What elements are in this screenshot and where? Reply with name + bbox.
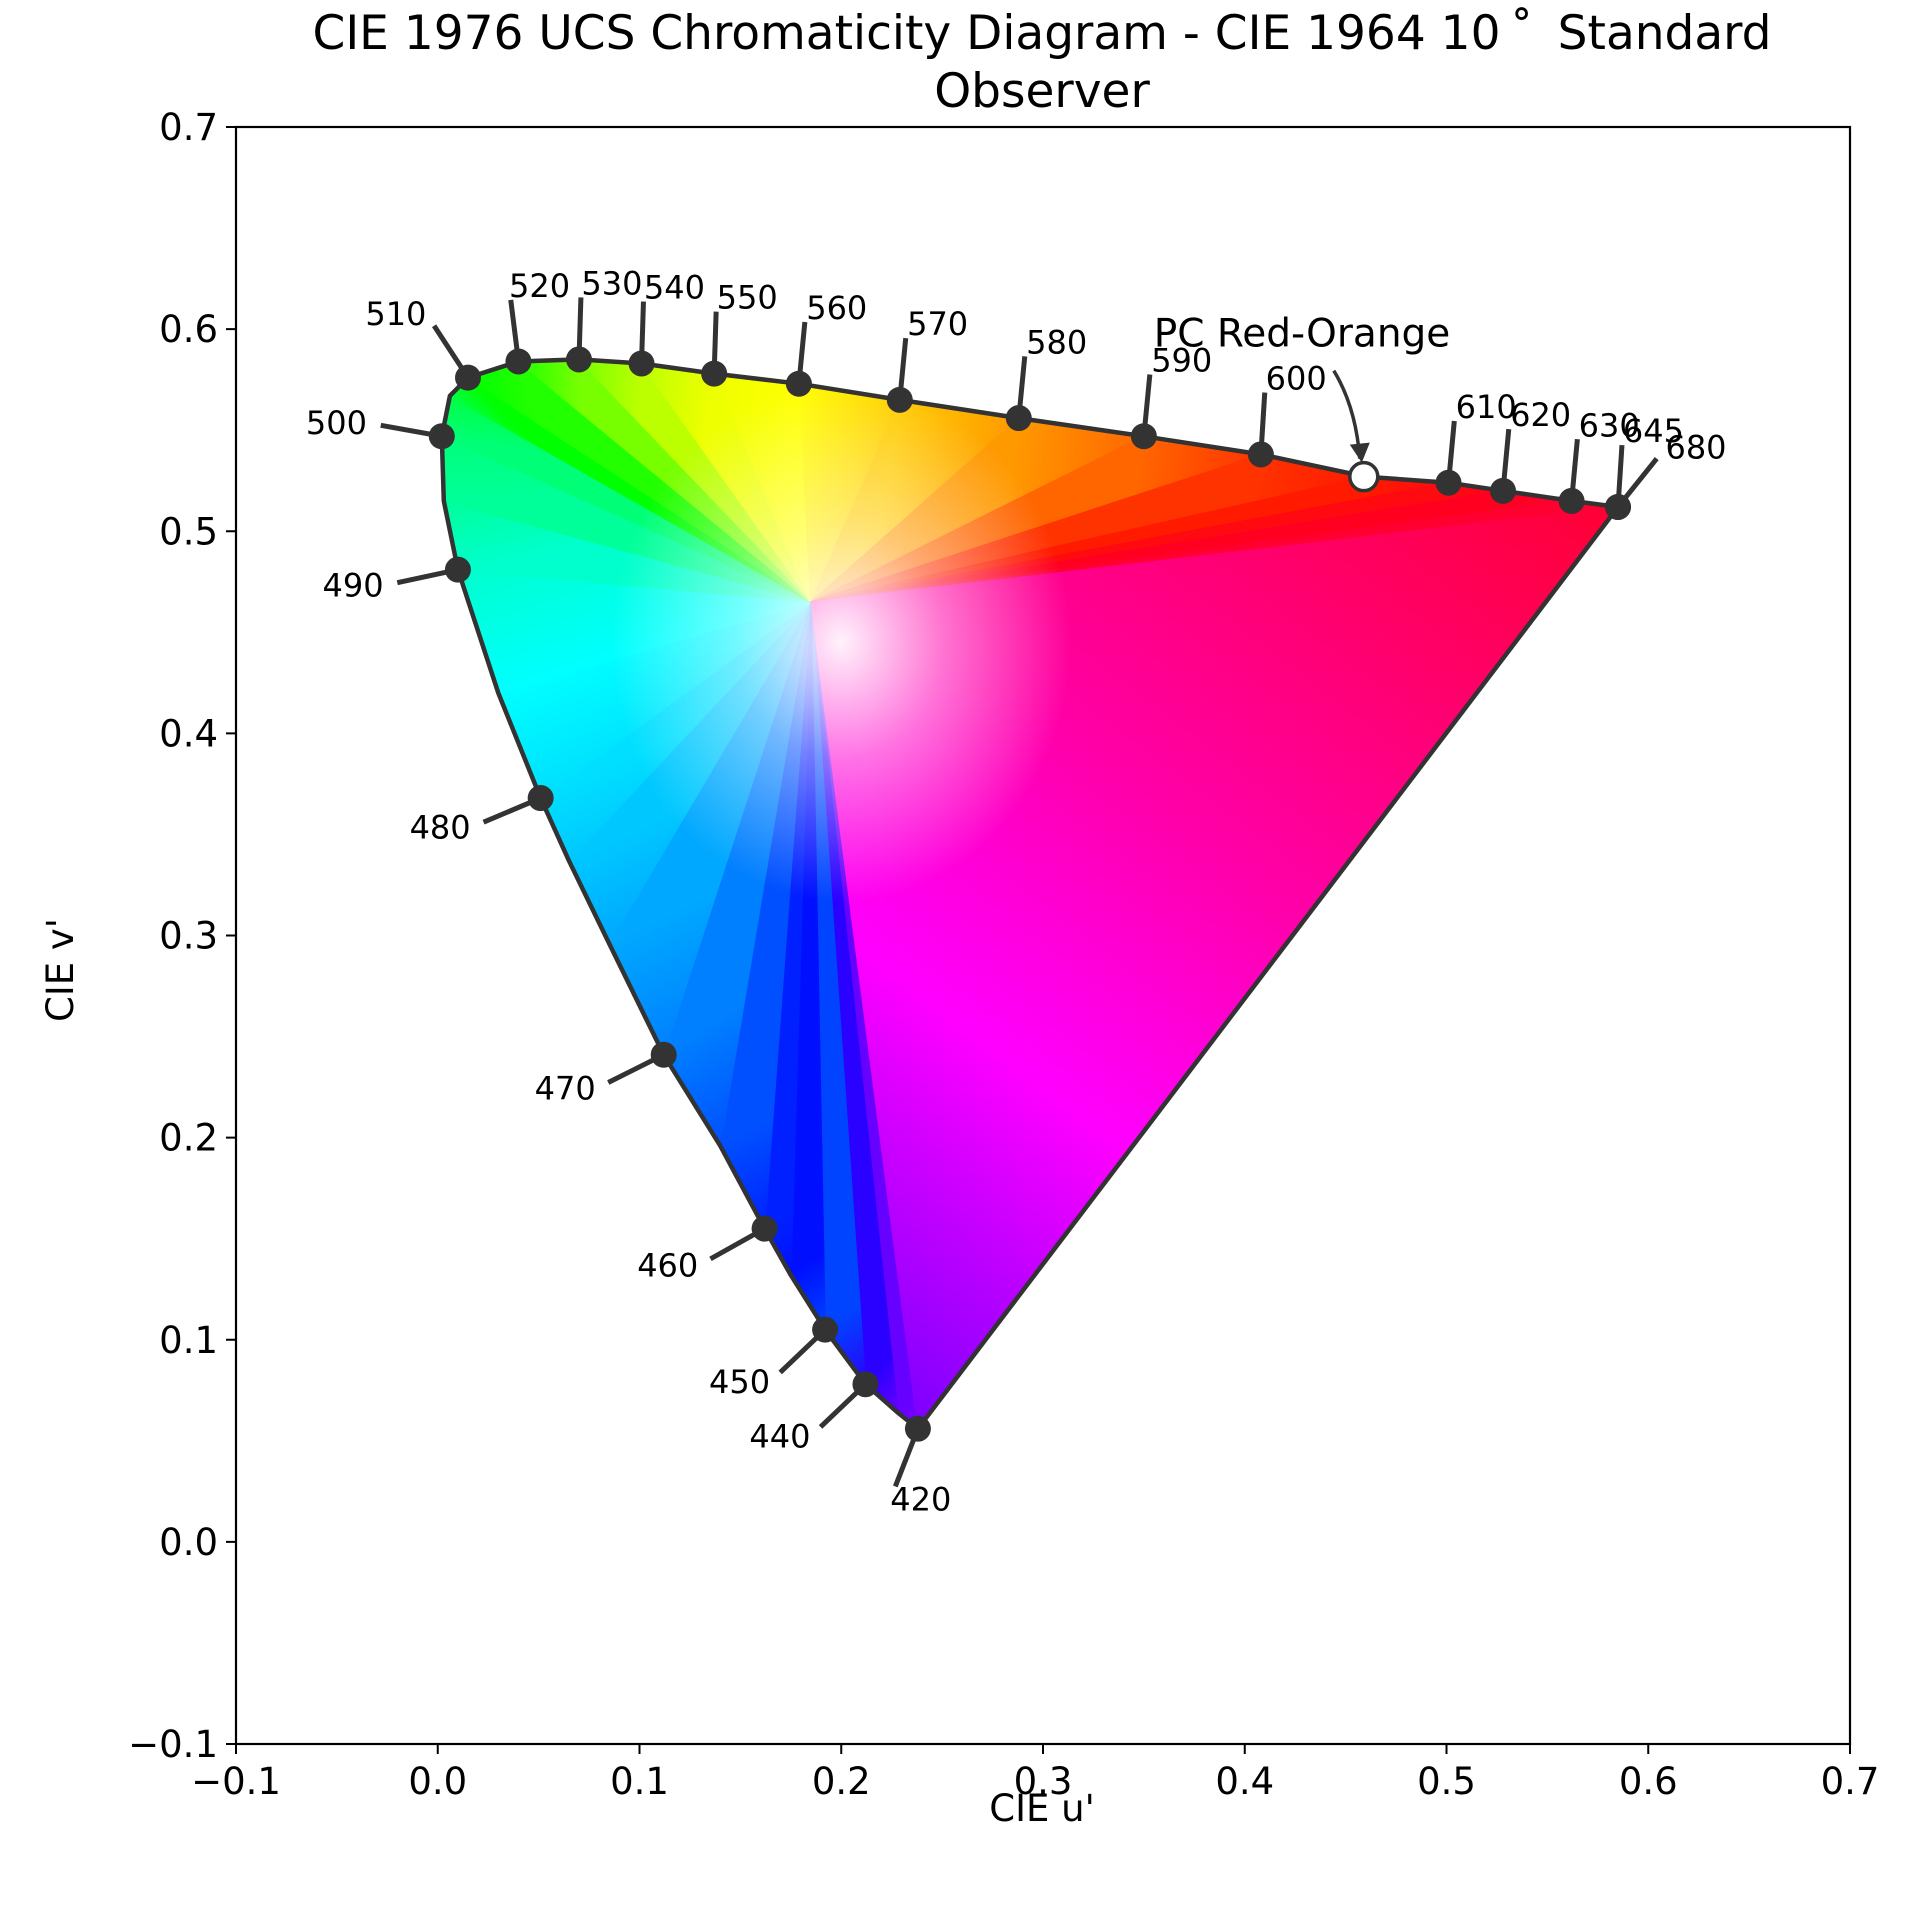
x-tick-label: 0.1 (610, 1760, 669, 1803)
y-tick-label: 0.4 (159, 712, 218, 755)
wavelength-dot-490 (444, 556, 471, 583)
y-axis-label: CIE v' (39, 918, 82, 1022)
x-tick-label: 0.0 (408, 1760, 467, 1803)
wavelength-dot-530 (565, 346, 592, 373)
wavelength-label-450: 450 (709, 1363, 770, 1401)
wavelength-label-645: 645 (1623, 412, 1684, 450)
wavelength-dot-500 (428, 423, 455, 450)
wavelength-label-490: 490 (323, 567, 384, 605)
wavelength-label-550: 550 (717, 279, 778, 317)
y-tick-label: 0.6 (159, 308, 218, 351)
wavelength-label-610: 610 (1456, 388, 1517, 426)
wavelength-dot-550 (701, 360, 728, 387)
x-tick-label: 0.2 (812, 1760, 871, 1803)
x-axis: −0.1 0.0 0.1 0.2 0.3 0.4 0.5 0.6 0.7 (191, 1744, 1879, 1803)
wavelength-dot-510 (455, 364, 482, 391)
wavelength-dot-680 (1604, 493, 1631, 520)
highlight-label: PC Red-Orange (1154, 312, 1451, 357)
wavelength-label-530: 530 (581, 264, 642, 302)
x-axis-label: CIE u' (989, 1787, 1095, 1830)
gamut-fill (441, 359, 1618, 1429)
x-tick-label: 0.5 (1417, 1760, 1476, 1803)
x-tick-label: −0.1 (191, 1760, 281, 1803)
wavelength-dot-600 (1247, 441, 1274, 468)
y-tick-label: 0.3 (159, 915, 218, 958)
wavelength-dot-580 (1005, 405, 1032, 432)
wavelength-dot-470 (650, 1041, 677, 1068)
wavelength-label-440: 440 (749, 1418, 810, 1456)
x-tick-label: 0.7 (1821, 1760, 1880, 1803)
wavelength-dot-610 (1435, 469, 1462, 496)
wavelength-label-620: 620 (1510, 396, 1571, 434)
wavelength-dot-440 (852, 1371, 879, 1398)
wavelength-dot-450 (812, 1316, 839, 1343)
wavelength-label-600: 600 (1266, 360, 1327, 398)
x-tick-label: 0.4 (1215, 1760, 1274, 1803)
highlight-annotation: PC Red-Orange (1154, 312, 1451, 493)
wavelength-dot-520 (505, 348, 532, 375)
wavelength-markers: 420 440 450 460 470 480 490 500 510 520 530 540 550 5… (306, 264, 1727, 1518)
y-tick-label: 0.2 (159, 1117, 218, 1160)
y-tick-label: 0.5 (159, 510, 218, 553)
wavelength-label-470: 470 (535, 1070, 596, 1108)
x-tick-label: 0.3 (1014, 1760, 1073, 1803)
wavelength-dot-590 (1130, 423, 1157, 450)
y-tick-label: −0.1 (128, 1723, 218, 1766)
wavelength-dot-420 (904, 1415, 931, 1442)
wavelength-label-520: 520 (509, 267, 570, 305)
wavelength-label-570: 570 (907, 305, 968, 343)
y-tick-label: 0.7 (159, 106, 218, 149)
wavelength-label-540: 540 (644, 269, 705, 307)
wavelength-label-510: 510 (365, 295, 426, 333)
wavelength-label-460: 460 (637, 1247, 698, 1285)
y-tick-label: 0.1 (159, 1319, 218, 1362)
y-tick-label: 0.0 (159, 1521, 218, 1564)
wavelength-label-590: 590 (1151, 342, 1212, 380)
wavelength-dot-620 (1489, 477, 1516, 504)
chart-title-line2: Observer (934, 64, 1150, 119)
highlight-point (1348, 460, 1380, 493)
wavelength-label-560: 560 (806, 289, 867, 327)
wavelength-label-480: 480 (410, 809, 471, 847)
x-tick-label: 0.6 (1619, 1760, 1678, 1803)
wavelength-label-630: 630 (1579, 406, 1640, 444)
chart-title-line1: CIE 1976 UCS Chromaticity Diagram - CIE … (313, 6, 1772, 61)
wavelength-dot-460 (751, 1215, 778, 1242)
arrow-head (1349, 442, 1370, 463)
wavelength-dot-570 (886, 386, 913, 413)
wavelength-dot-560 (785, 370, 812, 397)
wavelength-dot-630 (1558, 487, 1585, 514)
y-axis: −0.1 0.0 0.1 0.2 0.3 0.4 0.5 0.6 0.7 (128, 106, 236, 1766)
wavelength-label-580: 580 (1026, 323, 1087, 361)
wavelength-label-500: 500 (306, 404, 367, 442)
wavelength-dot-480 (527, 785, 554, 812)
wavelength-dot-540 (628, 350, 655, 377)
wavelength-label-680: 680 (1665, 429, 1726, 467)
wavelength-label-420: 420 (890, 1480, 951, 1518)
